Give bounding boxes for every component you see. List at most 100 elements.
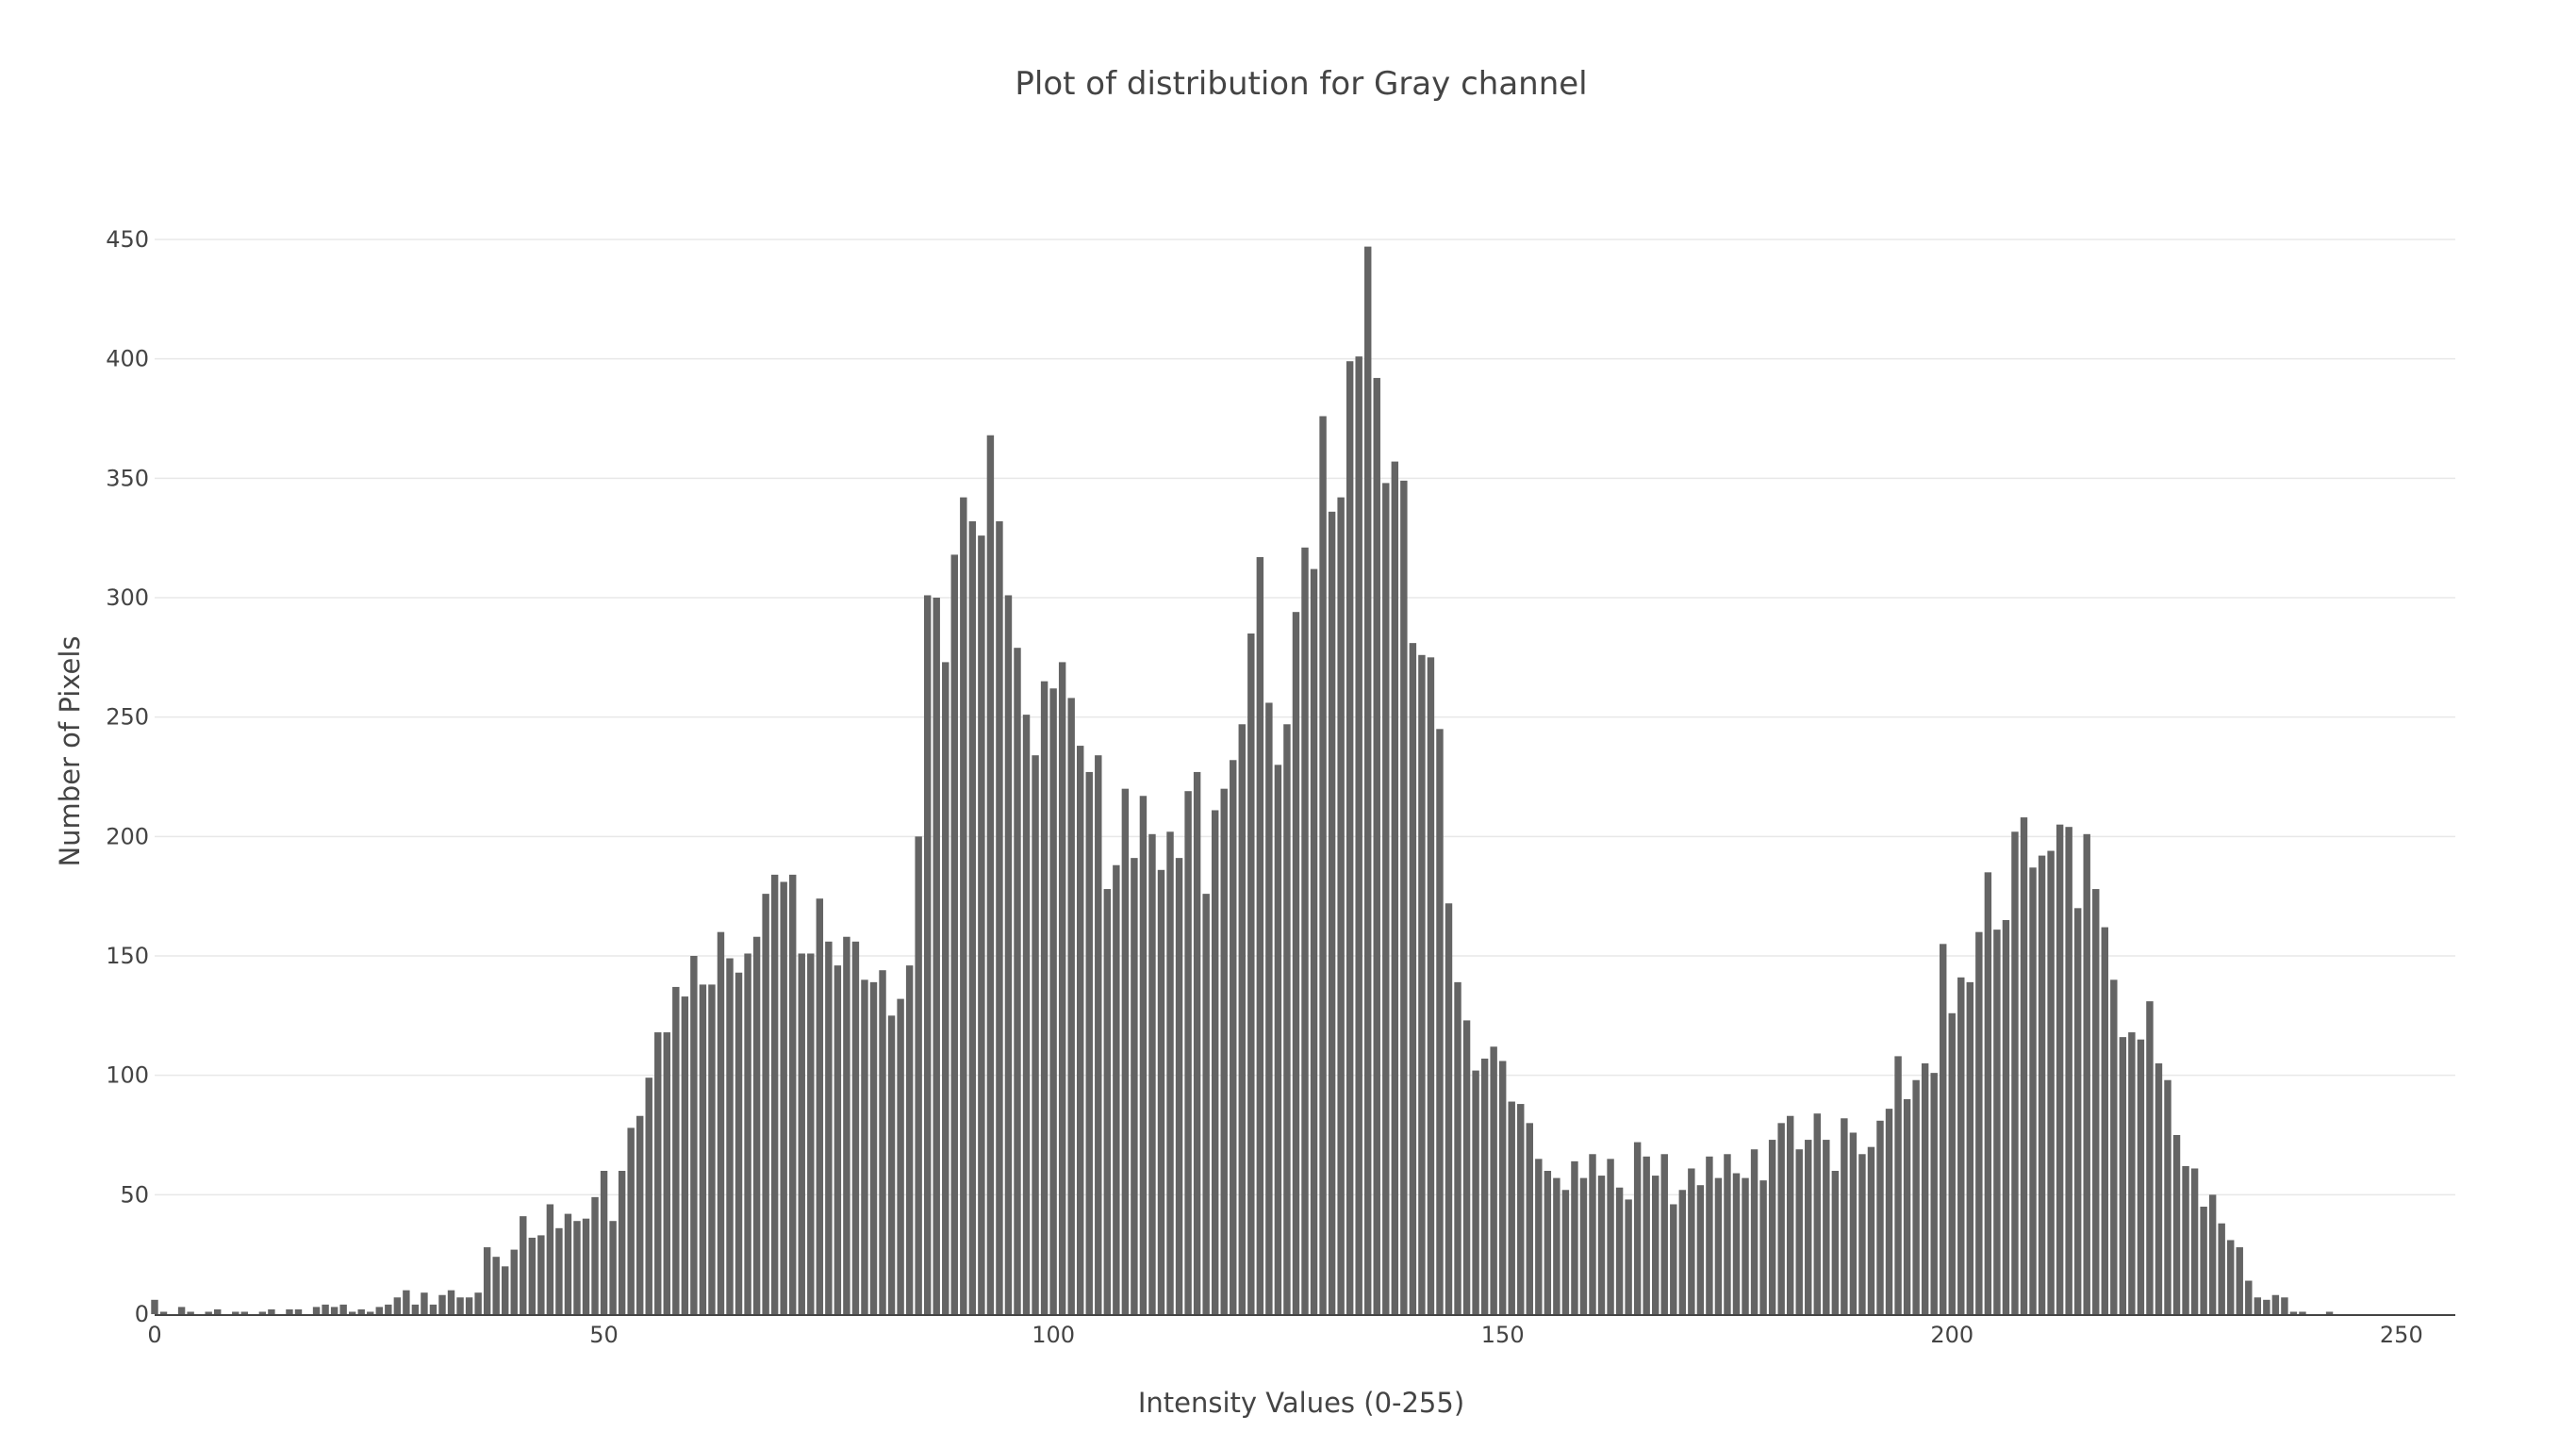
bar-148	[1480, 1058, 1489, 1314]
bar-67	[752, 936, 761, 1314]
bar-237	[2281, 1297, 2288, 1314]
bar-227	[2190, 1168, 2199, 1314]
bar-15	[286, 1308, 293, 1314]
bar-160	[1589, 1154, 1596, 1314]
bar-211	[2047, 850, 2055, 1314]
bar-170	[1678, 1190, 1687, 1314]
bar-159	[1579, 1177, 1588, 1314]
bar-181	[1777, 1123, 1785, 1314]
bar-163	[1615, 1187, 1624, 1314]
bar-183	[1795, 1149, 1803, 1314]
y-tick-label-150: 150	[106, 943, 149, 969]
bar-226	[2182, 1165, 2189, 1314]
bar-191	[1867, 1146, 1875, 1314]
bar-60	[690, 956, 698, 1314]
bar-115	[1184, 791, 1192, 1314]
x-tick-label-150: 150	[1481, 1322, 1525, 1348]
bar-59	[681, 996, 689, 1314]
bar-124	[1265, 702, 1273, 1314]
bars	[151, 246, 2334, 1315]
bar-69	[770, 874, 779, 1314]
bar-175	[1724, 1154, 1731, 1314]
x-tick-label-200: 200	[1930, 1322, 1973, 1348]
bar-233	[2245, 1280, 2253, 1314]
bar-205	[1993, 930, 2001, 1314]
bar-62	[708, 984, 716, 1314]
bar-3	[177, 1307, 186, 1314]
bar-23	[357, 1308, 365, 1314]
bar-162	[1607, 1159, 1614, 1314]
bar-101	[1058, 662, 1066, 1314]
bar-157	[1561, 1190, 1570, 1314]
bar-147	[1472, 1070, 1479, 1314]
bar-188	[1841, 1118, 1848, 1314]
bar-81	[879, 970, 886, 1314]
bar-167	[1652, 1176, 1660, 1314]
bar-86	[923, 595, 932, 1314]
bar-182	[1786, 1115, 1794, 1314]
y-tick-label-450: 450	[106, 226, 149, 253]
bar-228	[2200, 1207, 2207, 1314]
bar-82	[887, 1015, 896, 1314]
bar-76	[834, 965, 842, 1314]
bar-166	[1643, 1156, 1650, 1314]
bar-16	[294, 1308, 303, 1314]
bar-202	[1966, 981, 1974, 1314]
bar-151	[1508, 1101, 1515, 1314]
bar-130	[1319, 416, 1327, 1315]
bar-24	[367, 1311, 374, 1314]
y-tick-label-50: 50	[120, 1181, 149, 1208]
bar-41	[520, 1216, 527, 1314]
bar-70	[780, 881, 787, 1314]
bar-1	[159, 1311, 168, 1314]
bar-103	[1077, 746, 1084, 1314]
bar-66	[744, 953, 751, 1314]
x-tick-label-0: 0	[147, 1322, 161, 1348]
bar-186	[1823, 1140, 1830, 1314]
bar-200	[1948, 1012, 1956, 1314]
bar-178	[1750, 1149, 1759, 1314]
bar-25	[375, 1307, 383, 1314]
bar-234	[2254, 1297, 2262, 1314]
bar-201	[1957, 977, 1965, 1314]
bar-40	[510, 1249, 518, 1314]
bar-85	[915, 836, 922, 1314]
bar-68	[762, 894, 769, 1314]
bar-52	[618, 1171, 626, 1314]
bar-156	[1553, 1177, 1560, 1314]
bar-140	[1409, 643, 1417, 1314]
bar-198	[1930, 1073, 1938, 1314]
bar-135	[1364, 246, 1372, 1315]
bar-220	[2128, 1032, 2136, 1314]
bar-210	[2038, 855, 2046, 1314]
bar-224	[2164, 1079, 2171, 1314]
bar-139	[1400, 480, 1408, 1314]
bar-155	[1544, 1171, 1552, 1314]
bar-12	[258, 1311, 267, 1314]
bar-184	[1805, 1140, 1812, 1314]
bar-94	[996, 520, 1003, 1314]
bar-193	[1885, 1109, 1893, 1314]
bar-28	[403, 1290, 410, 1314]
bar-196	[1912, 1079, 1920, 1314]
bar-223	[2155, 1063, 2163, 1314]
bar-91	[968, 520, 977, 1314]
bar-235	[2263, 1299, 2271, 1314]
bar-31	[429, 1304, 438, 1314]
bar-189	[1849, 1132, 1858, 1314]
bar-144	[1445, 903, 1453, 1314]
bar-236	[2271, 1294, 2280, 1314]
bar-145	[1454, 981, 1461, 1314]
bar-230	[2218, 1223, 2225, 1314]
bar-9	[232, 1311, 239, 1314]
bar-212	[2056, 824, 2064, 1314]
bar-120	[1230, 760, 1237, 1314]
y-axis-label: Number of Pixels	[54, 635, 86, 866]
bar-45	[555, 1227, 563, 1314]
y-tick-label-350: 350	[106, 465, 149, 491]
bar-43	[537, 1235, 545, 1314]
bar-165	[1633, 1142, 1642, 1314]
bar-190	[1858, 1154, 1866, 1314]
bar-209	[2029, 867, 2037, 1314]
